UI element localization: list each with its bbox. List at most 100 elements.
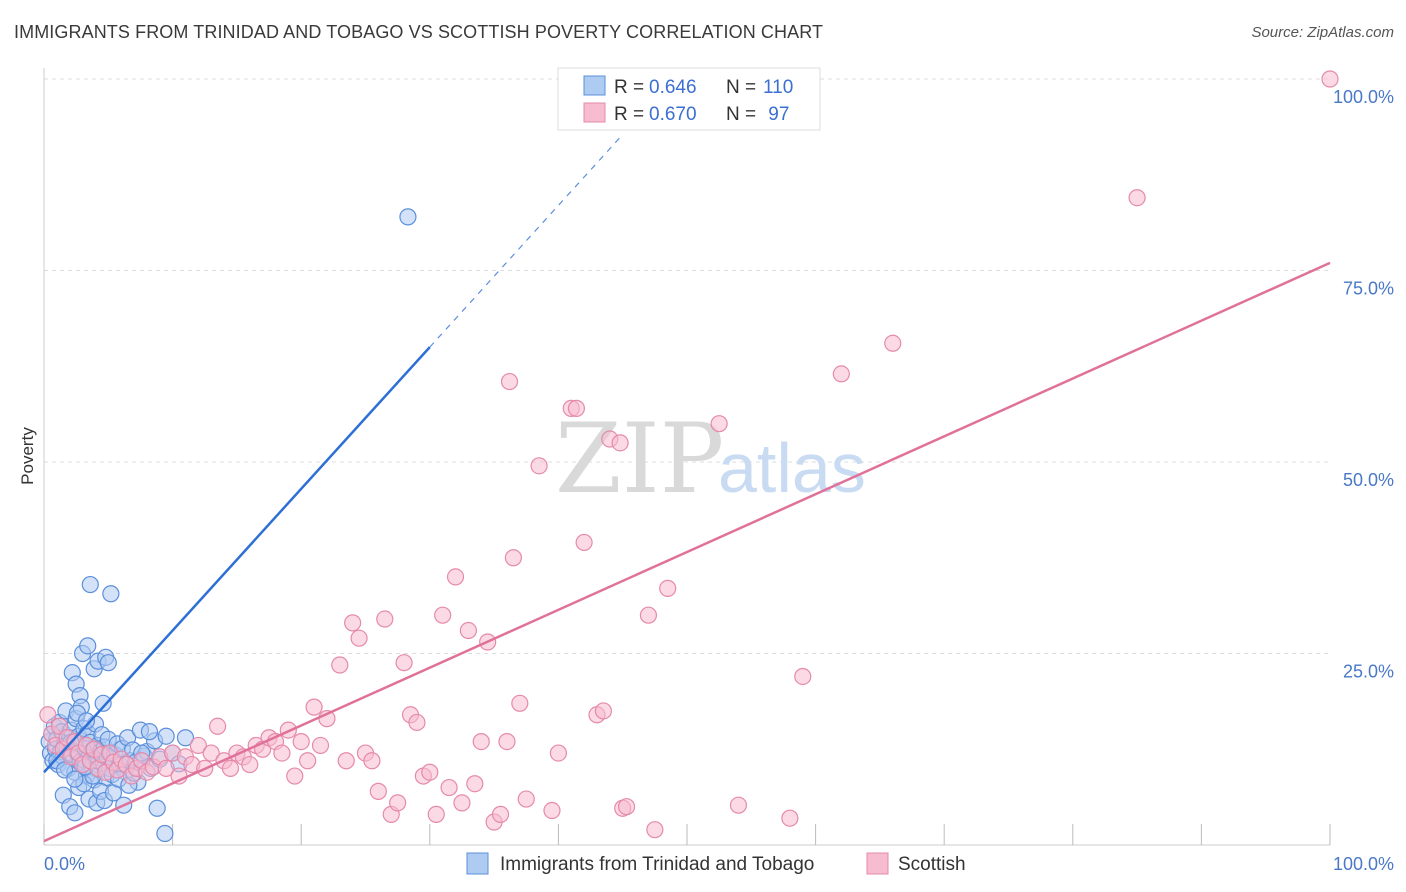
scottish-point-34	[202, 744, 220, 762]
scottish-point-98	[832, 365, 850, 383]
scottish-point-55	[344, 614, 362, 632]
watermark: ZIP atlas	[555, 403, 866, 515]
scottish-point-27	[157, 759, 175, 778]
scottish-point-32	[189, 736, 207, 755]
legend: R = 0.646 N = 110 R = 0.670 N = 97	[557, 67, 821, 131]
immigrants-point-66	[157, 727, 175, 745]
y-tick-label-3: 100.0%	[1333, 87, 1394, 107]
scottish-point-54	[337, 752, 355, 770]
scottish-point-62	[389, 794, 407, 812]
scottish-point-81	[511, 694, 529, 712]
scottish-point-84	[543, 801, 561, 820]
immigrants-point-74	[79, 637, 97, 655]
x-tick-label-1: 100.0%	[1333, 854, 1394, 874]
scottish-point-0	[39, 706, 57, 724]
scottish-point-50	[305, 698, 323, 716]
immigrants-point-109	[399, 208, 417, 226]
legend-n-label-1: N =	[726, 77, 756, 98]
scottish-point-103	[567, 399, 586, 417]
scottish-point-82	[517, 790, 535, 808]
scottish-point-68	[427, 805, 445, 823]
scottish-point-37	[221, 759, 240, 778]
bottom-legend-label-scottish: Scottish	[898, 854, 966, 875]
x-tick-labels: 0.0% 100.0%	[44, 854, 1394, 874]
scottish-point-80	[504, 549, 522, 567]
y-tick-label-1: 50.0%	[1343, 470, 1394, 490]
scottish-point-56	[350, 629, 368, 647]
immigrants-point-103	[156, 824, 174, 843]
scottish-point-53	[331, 656, 349, 674]
scottish-point-100	[1128, 189, 1146, 207]
immigrants-point-101	[140, 723, 159, 741]
scottish-point-51	[311, 736, 330, 755]
trendlines	[43, 134, 1331, 843]
scottish-point-78	[491, 805, 510, 823]
y-axis-label: Poverty	[18, 427, 37, 485]
immigrants-point-107	[66, 770, 84, 788]
watermark-zip: ZIP	[555, 403, 724, 515]
y-tick-label-2: 75.0%	[1343, 279, 1394, 299]
scottish-point-96	[710, 415, 728, 433]
scottish-point-106	[781, 809, 799, 827]
scottish-point-70	[440, 778, 458, 797]
immigrants-point-69	[176, 729, 195, 747]
immigrants-point-80	[102, 585, 120, 603]
legend-r-label-2: R =	[614, 104, 644, 125]
scottish-point-58	[363, 752, 381, 770]
chart-title: IMMIGRANTS FROM TRINIDAD AND TOBAGO VS S…	[14, 22, 824, 42]
scottish-point-74	[466, 775, 484, 793]
immigrants-point-75	[81, 575, 99, 594]
scottish-point-75	[472, 732, 490, 751]
scottish-point-101	[1321, 70, 1339, 88]
immigrants-point-81	[94, 694, 112, 712]
legend-n-value-1: 110	[763, 77, 793, 98]
scottish-point-99	[884, 334, 902, 352]
scottish-point-40	[241, 755, 259, 774]
scottish-point-59	[369, 782, 387, 800]
x-tick-label-0: 0.0%	[44, 854, 85, 874]
watermark-atlas: atlas	[718, 429, 866, 507]
scottish-point-92	[617, 798, 636, 816]
legend-swatch-blue	[583, 75, 606, 96]
scottish-point-95	[659, 579, 677, 597]
legend-r-label-1: R =	[614, 77, 644, 98]
immigrants-trendline	[43, 346, 431, 774]
scottish-point-83	[530, 457, 548, 475]
scottish-point-48	[292, 732, 310, 751]
scottish-point-67	[421, 763, 439, 781]
scottish-point-45	[273, 744, 291, 762]
legend-r-value-1: 0.646	[649, 77, 697, 98]
scottish-point-94	[646, 821, 664, 839]
series-scottish-points	[39, 70, 1339, 839]
scottish-point-72	[453, 794, 471, 812]
scottish-point-73	[459, 621, 477, 640]
immigrants-point-79	[99, 654, 117, 672]
legend-swatch-pink	[583, 102, 606, 123]
immigrants-point-102	[148, 799, 166, 817]
immigrants-trendline-extension	[429, 134, 624, 348]
scottish-point-65	[408, 713, 426, 732]
scottish-point-60	[376, 610, 394, 628]
scottish-point-102	[500, 372, 519, 391]
scottish-point-97	[794, 667, 812, 686]
scottish-point-89	[594, 702, 613, 720]
scottish-point-49	[299, 752, 317, 770]
bottom-legend-label-immigrants: Immigrants from Trinidad and Tobago	[500, 854, 814, 875]
bottom-legend-swatch-blue	[466, 852, 489, 875]
scottish-point-79	[498, 732, 516, 751]
immigrants-point-84	[77, 712, 96, 730]
gridlines	[44, 78, 1330, 654]
scottish-trendline	[43, 261, 1331, 843]
immigrants-point-87	[66, 804, 84, 822]
scottish-point-85	[549, 744, 568, 762]
y-tick-labels: 25.0% 50.0% 75.0% 100.0%	[1333, 87, 1394, 682]
scottish-point-87	[575, 533, 593, 552]
scottish-point-35	[209, 717, 227, 735]
legend-n-value-2: 97	[763, 104, 789, 125]
scottish-point-47	[286, 767, 304, 785]
legend-n-label-2: N =	[726, 104, 756, 125]
legend-r-value-2: 0.670	[649, 104, 697, 125]
bottom-legend-swatch-pink	[866, 852, 889, 875]
scottish-point-69	[434, 606, 452, 624]
